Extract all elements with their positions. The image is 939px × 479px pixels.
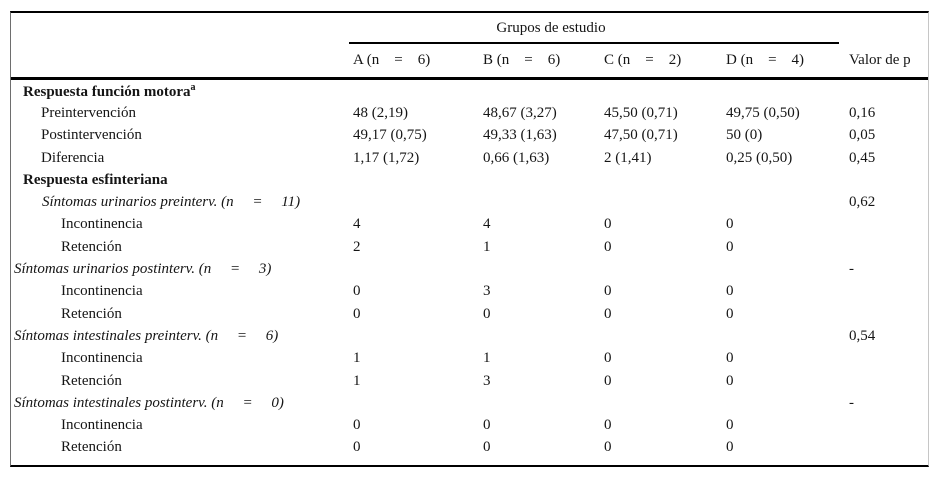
- col-header-b: B (n = 6): [483, 51, 561, 68]
- cell-c: 0: [604, 305, 612, 322]
- cell-p: 0,05: [849, 127, 876, 144]
- cell-p: -: [849, 394, 854, 411]
- row-label: Diferencia: [41, 149, 105, 166]
- cell-p: -: [849, 261, 854, 278]
- cell-c: 0: [604, 350, 612, 367]
- cell-a: 1,17 (1,72): [353, 149, 420, 166]
- header-divider-rule: [11, 77, 928, 80]
- cell-d: 0: [726, 372, 734, 389]
- cell-a: 2: [353, 238, 361, 255]
- cell-d: 50 (0): [726, 127, 763, 144]
- row-label: Síntomas urinarios postinterv. (n = 3): [14, 261, 272, 278]
- cell-a: 4: [353, 216, 361, 233]
- cell-a: 0: [353, 305, 361, 322]
- cell-b: 3: [483, 283, 491, 300]
- cell-b: 0: [483, 305, 491, 322]
- row-label: Incontinencia: [61, 350, 143, 367]
- row-label: Preintervención: [41, 104, 136, 121]
- table-row: Incontinencia 1 1 0 0: [11, 348, 928, 370]
- row-label: Síntomas intestinales preinterv. (n = 6): [14, 327, 279, 344]
- table-row: Síntomas urinarios preinterv. (n = 11) 0…: [11, 191, 928, 213]
- cell-c: 0: [604, 417, 612, 434]
- cell-a: 0: [353, 417, 361, 434]
- cell-c: 2 (1,41): [604, 149, 652, 166]
- table-row: Postintervención 49,17 (0,75) 49,33 (1,6…: [11, 125, 928, 147]
- table-row: Retención 2 1 0 0: [11, 236, 928, 258]
- cell-p: 0,54: [849, 327, 876, 344]
- row-label: Respuesta función motoraa: [11, 81, 353, 100]
- row-label: Postintervención: [41, 127, 142, 144]
- row-label: Retención: [61, 439, 122, 456]
- cell-d: 0: [726, 283, 734, 300]
- table-frame: Grupos de estudio A (n = 6) B (n = 6) C …: [10, 11, 929, 467]
- col-header-p-value: Valor de p: [849, 51, 911, 68]
- cell-a: 0: [353, 283, 361, 300]
- cell-c: 45,50 (0,71): [604, 104, 678, 121]
- cell-b: 0: [483, 439, 491, 456]
- cell-a: 1: [353, 350, 361, 367]
- table-row: Retención 0 0 0 0: [11, 303, 928, 325]
- cell-b: 3: [483, 372, 491, 389]
- table-row: Incontinencia 0 0 0 0: [11, 414, 928, 436]
- cell-d: 0: [726, 350, 734, 367]
- cell-c: 0: [604, 283, 612, 300]
- span-header-underline: [349, 42, 839, 44]
- cell-b: 0,66 (1,63): [483, 149, 550, 166]
- cell-c: 0: [604, 439, 612, 456]
- cell-b: 4: [483, 216, 491, 233]
- cell-b: 1: [483, 350, 491, 367]
- table-row: Diferencia 1,17 (1,72) 0,66 (1,63) 2 (1,…: [11, 147, 928, 169]
- cell-a: 0: [353, 439, 361, 456]
- cell-p: 0,45: [849, 149, 876, 166]
- cell-d: 0: [726, 238, 734, 255]
- section-title: Respuesta función motora: [23, 83, 191, 100]
- column-header-row: A (n = 6) B (n = 6) C (n = 2) D (n = 4) …: [11, 44, 928, 76]
- table-row: Preintervención 48 (2,19) 48,67 (3,27) 4…: [11, 102, 928, 124]
- table-row: Respuesta esfinteriana: [11, 169, 928, 191]
- cell-d: 0: [726, 216, 734, 233]
- row-label: Retención: [61, 305, 122, 322]
- row-label: Síntomas urinarios preinterv. (n = 11): [42, 194, 301, 211]
- cell-b: 49,33 (1,63): [483, 127, 557, 144]
- cell-p: 0,62: [849, 194, 876, 211]
- cell-d: 0: [726, 305, 734, 322]
- table-row: Síntomas intestinales preinterv. (n = 6)…: [11, 325, 928, 347]
- cell-b: 48,67 (3,27): [483, 104, 557, 121]
- table-row: Retención 1 3 0 0: [11, 370, 928, 392]
- cell-c: 0: [604, 372, 612, 389]
- row-label: Retención: [61, 238, 122, 255]
- row-label: Incontinencia: [61, 283, 143, 300]
- footnote-marker: a: [190, 81, 196, 93]
- cell-d: 0: [726, 439, 734, 456]
- table-body: Respuesta función motoraa Preintervenció…: [11, 80, 928, 459]
- table-row: Incontinencia 0 3 0 0: [11, 281, 928, 303]
- cell-a: 49,17 (0,75): [353, 127, 427, 144]
- cell-d: 0: [726, 417, 734, 434]
- row-label: Retención: [61, 372, 122, 389]
- cell-a: 48 (2,19): [353, 104, 408, 121]
- span-header-grupos-de-estudio: Grupos de estudio: [496, 20, 606, 36]
- row-label: Respuesta esfinteriana: [23, 171, 168, 188]
- table-row: Retención 0 0 0 0: [11, 437, 928, 459]
- row-label: Incontinencia: [61, 216, 143, 233]
- cell-c: 0: [604, 238, 612, 255]
- cell-b: 1: [483, 238, 491, 255]
- cell-b: 0: [483, 417, 491, 434]
- cell-d: 49,75 (0,50): [726, 104, 800, 121]
- cell-d: 0,25 (0,50): [726, 149, 793, 166]
- cell-c: 0: [604, 216, 612, 233]
- cell-p: 0,16: [849, 104, 876, 121]
- table-row: Respuesta función motoraa: [11, 80, 928, 102]
- cell-a: 1: [353, 372, 361, 389]
- row-label: Incontinencia: [61, 417, 143, 434]
- col-header-c: C (n = 2): [604, 51, 682, 68]
- col-header-a: A (n = 6): [353, 51, 431, 68]
- row-label: Síntomas intestinales postinterv. (n = 0…: [14, 394, 284, 411]
- table-row: Incontinencia 4 4 0 0: [11, 214, 928, 236]
- col-header-d: D (n = 4): [726, 51, 805, 68]
- cell-c: 47,50 (0,71): [604, 127, 678, 144]
- table-row: Síntomas intestinales postinterv. (n = 0…: [11, 392, 928, 414]
- table-row: Síntomas urinarios postinterv. (n = 3) -: [11, 258, 928, 280]
